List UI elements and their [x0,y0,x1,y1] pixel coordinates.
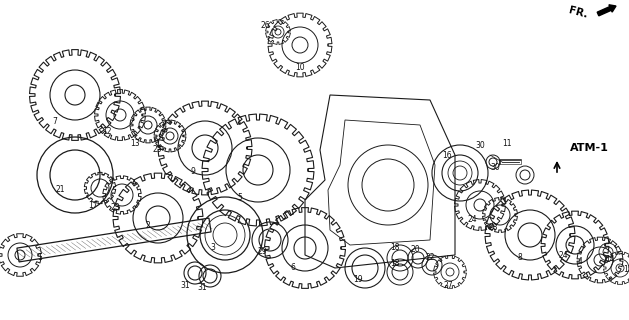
Text: 13: 13 [130,139,140,148]
Text: 5: 5 [238,194,242,203]
Text: 30: 30 [475,140,485,149]
Text: 11: 11 [502,139,512,148]
Text: 3: 3 [211,244,216,252]
Text: 28: 28 [488,223,498,233]
Text: 9: 9 [191,167,196,177]
Text: 17: 17 [88,201,98,210]
Text: FR.: FR. [567,5,588,20]
Text: 12: 12 [103,127,112,137]
Text: 26: 26 [260,20,270,29]
Text: 4: 4 [577,258,582,267]
Text: 7: 7 [53,117,57,126]
Text: 2: 2 [146,220,150,229]
FancyArrow shape [597,5,616,16]
Text: 31: 31 [180,281,190,290]
Text: 18: 18 [390,259,400,268]
Text: 30: 30 [490,163,500,172]
Text: 15: 15 [623,266,629,275]
Text: 29: 29 [257,247,267,257]
Text: 24: 24 [558,251,568,260]
Text: 18: 18 [390,244,400,252]
Text: 21: 21 [55,186,65,195]
Text: 19: 19 [353,276,363,284]
Text: 8: 8 [518,253,522,262]
Text: 16: 16 [442,150,452,159]
Text: 14: 14 [605,255,615,265]
Text: 24: 24 [467,215,477,225]
Text: 6: 6 [291,263,296,273]
Text: 23: 23 [110,204,120,212]
Text: 31: 31 [197,283,207,292]
Text: ATM-1: ATM-1 [570,143,609,153]
Text: 27: 27 [443,281,453,290]
Text: 20: 20 [410,245,420,254]
Text: 25: 25 [152,146,162,155]
Text: 22: 22 [425,252,435,261]
Text: 1: 1 [38,253,42,262]
Text: 10: 10 [295,63,305,73]
